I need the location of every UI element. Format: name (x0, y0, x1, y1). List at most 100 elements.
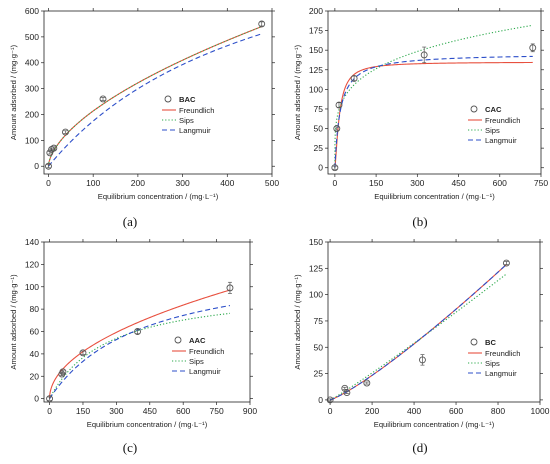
legend-label: Sips (179, 116, 194, 125)
y-axis-label: Amount adsorbed / (mg·g⁻¹) (9, 274, 18, 370)
legend-label: Langmuir (179, 126, 211, 135)
data-point (419, 356, 426, 364)
x-tick-label: 150 (76, 406, 90, 416)
series-line-langmuir (49, 305, 231, 399)
panel-label: (c) (123, 440, 137, 455)
y-axis-label: Amount adsorbed / (mg·g⁻¹) (293, 274, 302, 370)
x-tick-label: 200 (131, 178, 145, 188)
x-tick-label: 600 (449, 406, 463, 416)
x-tick-label: 100 (86, 178, 100, 188)
data-point (99, 95, 107, 103)
series-line-langmuir (48, 33, 262, 167)
legend-title: BC (485, 338, 496, 347)
data-point (134, 328, 141, 335)
x-tick-label: 450 (143, 406, 157, 416)
legend-marker (164, 95, 172, 103)
data-point (341, 384, 349, 392)
data-point (46, 395, 54, 403)
x-tick-label: 600 (493, 178, 507, 188)
y-tick-label: 100 (25, 282, 39, 292)
panel-label: (b) (412, 214, 427, 229)
y-tick-label: 0 (318, 163, 323, 173)
series-line-freundlich (47, 26, 262, 167)
y-tick-label: 150 (309, 237, 323, 247)
x-tick-label: 750 (210, 406, 224, 416)
data-point (59, 368, 67, 376)
x-tick-label: 450 (451, 178, 465, 188)
legend-label: Langmuir (189, 367, 221, 376)
chart-panel-3: 0 150 300 450 600 750 900 0 20 40 60 80 100 120 140 Equ… (9, 237, 257, 429)
legend-title: CAC (485, 105, 502, 114)
chart-panel-2: 0 150 300 450 600 750 0 25 50 75 100 125 150 175 200 Eq… (293, 6, 548, 201)
y-tick-label: 80 (30, 304, 40, 314)
legend-label: Freundlich (485, 116, 520, 125)
y-tick-label: 0 (34, 161, 39, 171)
plot-frame (327, 241, 541, 403)
x-tick-label: 900 (243, 406, 257, 416)
y-tick-label: 125 (309, 263, 323, 273)
y-tick-label: 120 (25, 259, 39, 269)
x-tick-label: 300 (410, 178, 424, 188)
y-tick-label: 20 (30, 371, 40, 381)
plot-frame (327, 10, 542, 175)
data-point (343, 389, 351, 396)
data-point (258, 20, 266, 28)
series-line-sips (49, 312, 231, 399)
data-point (45, 162, 52, 170)
data-point (331, 164, 339, 172)
chart-panel-4: 0 200 400 600 800 1000 0 25 50 75 100 125 150 Equilib… (293, 237, 550, 429)
legend-marker (470, 338, 478, 346)
x-tick-label: 0 (328, 406, 333, 416)
legend-label: Sips (485, 359, 500, 368)
y-tick-label: 100 (25, 135, 39, 145)
legend-label: Sips (189, 357, 204, 366)
y-tick-label: 75 (314, 316, 324, 326)
x-tick-label: 400 (407, 406, 421, 416)
legend-label: Freundlich (485, 349, 520, 358)
x-tick-label: 600 (176, 406, 190, 416)
series-line-langmuir (334, 55, 533, 168)
legend-label: Langmuir (485, 369, 517, 378)
x-tick-label: 300 (175, 178, 189, 188)
data-point (333, 125, 341, 132)
legend-label: Langmuir (485, 136, 517, 145)
y-tick-label: 200 (25, 109, 39, 119)
x-tick-label: 0 (333, 178, 338, 188)
legend-title: BAC (179, 95, 196, 104)
y-axis-label: Amount adsorbed / (mg·g⁻¹) (9, 44, 18, 140)
legend-label: Freundlich (179, 106, 214, 115)
x-tick-label: 0 (46, 178, 51, 188)
data-point (420, 51, 428, 59)
series-line-freundlich (330, 264, 507, 401)
panel-label: (a) (123, 214, 137, 229)
y-tick-label: 40 (30, 349, 40, 359)
legend-marker (174, 336, 182, 344)
y-tick-label: 140 (25, 237, 39, 247)
series-line-sips (329, 273, 507, 401)
data-point (326, 396, 334, 404)
x-tick-label: 300 (109, 406, 123, 416)
y-tick-label: 25 (314, 143, 324, 153)
legend-label: Sips (485, 126, 500, 135)
y-axis-label: Amount adsorbed / (mg·g⁻¹) (293, 44, 302, 140)
y-tick-label: 150 (309, 45, 323, 55)
data-point (50, 144, 58, 152)
x-axis-label: Equilibrium concentration / (mg·L⁻¹) (374, 420, 495, 429)
x-tick-label: 750 (534, 178, 548, 188)
data-point (226, 284, 234, 292)
legend-label: Freundlich (189, 347, 224, 356)
series-line-freundlich (334, 61, 533, 168)
data-point (502, 259, 510, 267)
chart-panel-1: 0 100 200 300 400 500 0 100 200 300 400 500 600 Equil… (9, 6, 279, 201)
y-tick-label: 0 (34, 394, 39, 404)
x-axis-label: Equilibrium concentration / (mg·L⁻¹) (374, 192, 495, 201)
x-tick-label: 150 (369, 178, 383, 188)
y-tick-label: 50 (314, 124, 324, 134)
panel-label: (d) (412, 440, 427, 455)
x-tick-label: 400 (220, 178, 234, 188)
y-tick-label: 500 (25, 32, 39, 42)
